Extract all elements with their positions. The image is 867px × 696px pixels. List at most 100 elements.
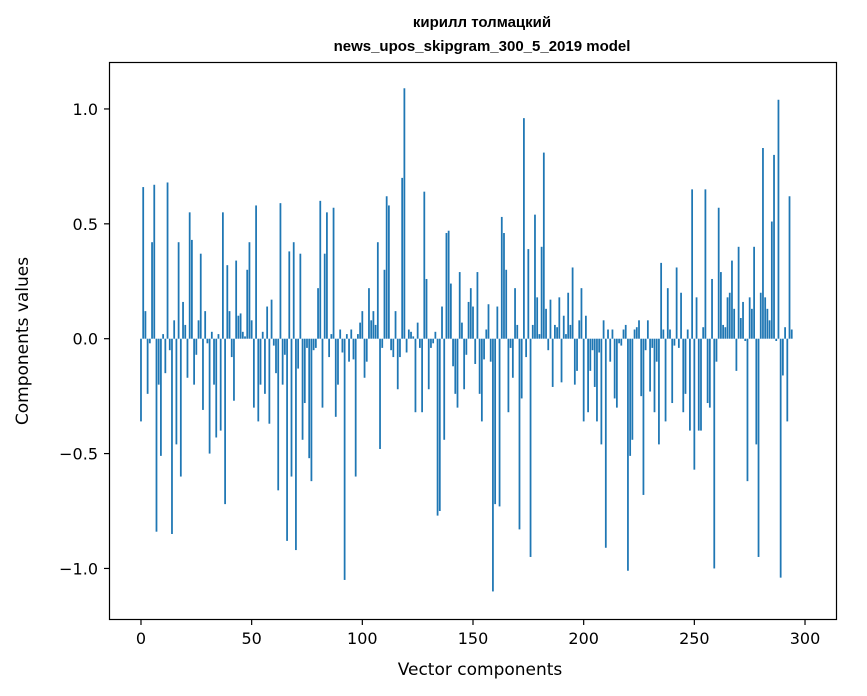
bar	[441, 306, 443, 339]
bar	[328, 338, 331, 358]
bar	[713, 338, 716, 569]
bar	[423, 191, 426, 339]
bar	[646, 320, 649, 339]
bar	[585, 315, 587, 339]
bar	[295, 338, 297, 551]
bar	[436, 338, 439, 516]
x-tick-label: 200	[568, 629, 599, 648]
bar	[748, 297, 751, 339]
bar	[237, 315, 240, 339]
bar	[337, 338, 339, 385]
bar	[246, 269, 249, 339]
bar	[476, 272, 479, 339]
bar	[720, 272, 722, 339]
bar	[631, 338, 634, 440]
bar	[489, 338, 492, 362]
bar	[562, 315, 565, 339]
y-axis: −1.0 −0.5 0.0 0.5 1.0	[59, 100, 110, 578]
bar	[173, 320, 176, 339]
bar	[686, 329, 689, 339]
bar	[317, 288, 319, 339]
bar	[472, 306, 474, 339]
bar	[388, 205, 390, 339]
bar	[266, 306, 269, 339]
bar	[658, 338, 660, 445]
bar	[600, 338, 603, 445]
bar	[578, 320, 581, 339]
bar	[514, 288, 516, 339]
bar	[403, 88, 406, 339]
bar	[255, 205, 257, 339]
bar	[511, 338, 514, 378]
bar	[306, 338, 308, 348]
bar	[213, 338, 215, 385]
bar	[312, 338, 315, 351]
bar	[164, 338, 167, 374]
bar	[711, 278, 713, 339]
bar	[244, 336, 246, 339]
bar	[715, 338, 718, 362]
bar	[270, 299, 273, 339]
bar	[757, 338, 760, 557]
bar	[343, 338, 346, 580]
bar	[784, 327, 786, 339]
bar	[764, 297, 767, 339]
bar	[449, 283, 452, 339]
chart-subtitle: news_upos_skipgram_300_5_2019 model	[334, 38, 631, 55]
bar	[332, 207, 335, 339]
bar	[188, 212, 191, 339]
bar	[693, 338, 696, 470]
bar	[653, 338, 656, 413]
bar	[233, 338, 235, 401]
bar	[542, 152, 545, 339]
bar	[689, 338, 691, 431]
bar	[518, 338, 521, 530]
bar	[759, 292, 762, 339]
bar	[412, 336, 415, 339]
bar	[376, 242, 379, 339]
bar	[496, 306, 499, 339]
bar	[215, 338, 218, 438]
bar	[598, 338, 601, 353]
bar	[525, 338, 528, 358]
bar	[589, 338, 592, 371]
bar	[580, 288, 583, 339]
bar	[390, 338, 392, 351]
bar	[638, 320, 640, 339]
y-tick-label: 0.0	[73, 330, 98, 349]
bar	[684, 338, 687, 394]
bar	[330, 334, 333, 339]
bar	[549, 299, 552, 339]
bar	[410, 331, 412, 339]
bar	[394, 311, 397, 339]
bar	[660, 262, 663, 339]
bar	[370, 320, 373, 339]
bar	[602, 320, 605, 339]
bar	[160, 338, 162, 456]
bar	[310, 338, 313, 482]
bar	[162, 334, 165, 339]
bar	[582, 338, 585, 422]
bar	[401, 177, 404, 339]
bar	[381, 338, 384, 348]
y-tick-label: 1.0	[73, 100, 98, 119]
bar	[576, 338, 578, 371]
bar	[649, 338, 651, 392]
bar	[350, 329, 353, 339]
bar	[416, 322, 419, 339]
bar	[142, 187, 145, 339]
bar	[341, 338, 344, 353]
bar	[177, 242, 180, 339]
bar	[551, 338, 554, 387]
bar	[323, 253, 326, 339]
bar	[677, 338, 680, 348]
bar	[217, 334, 220, 339]
bar	[777, 99, 780, 339]
bar	[458, 272, 461, 339]
bar	[275, 338, 277, 374]
bar	[359, 322, 361, 339]
bar	[292, 242, 295, 339]
bar	[228, 311, 231, 339]
bar	[556, 327, 558, 339]
